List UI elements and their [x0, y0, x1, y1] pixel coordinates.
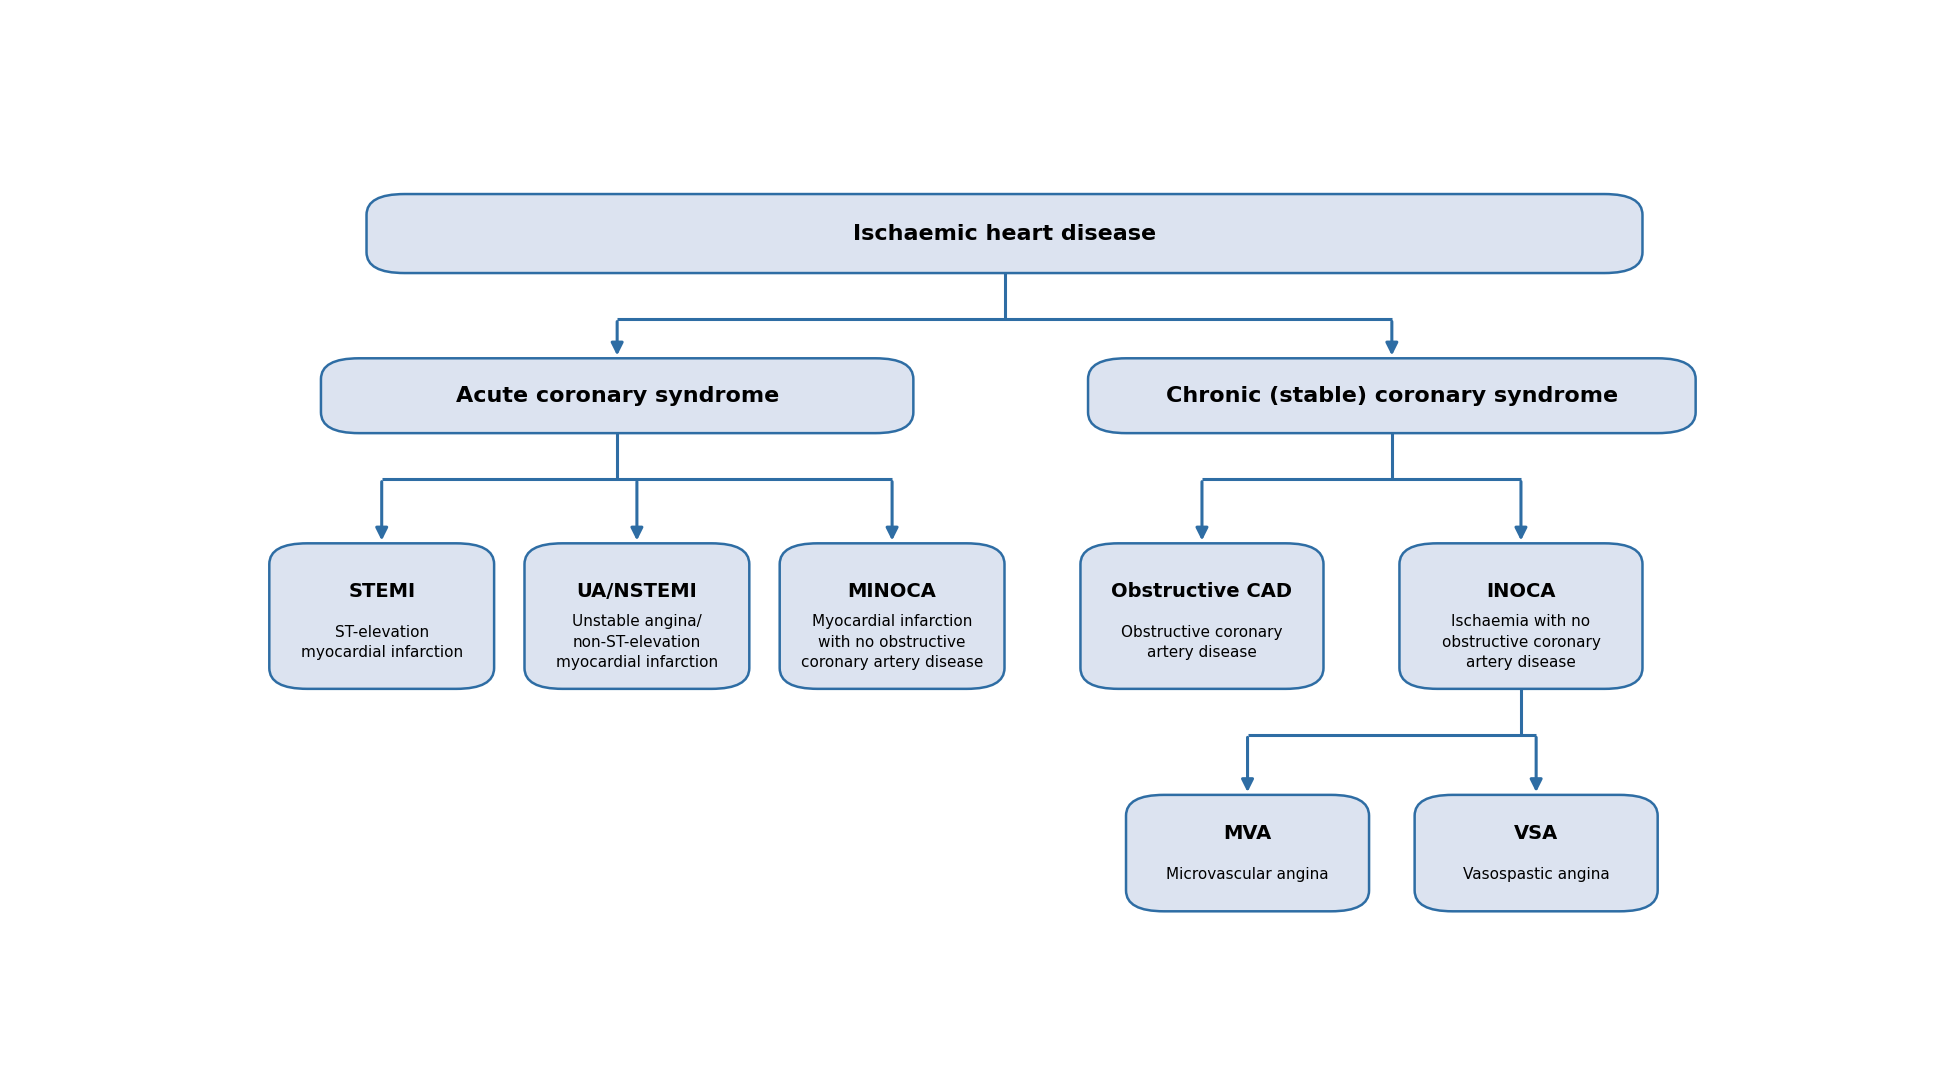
FancyBboxPatch shape: [1399, 543, 1642, 689]
Text: VSA: VSA: [1513, 824, 1558, 842]
FancyBboxPatch shape: [367, 194, 1642, 273]
Text: Obstructive coronary
artery disease: Obstructive coronary artery disease: [1121, 624, 1282, 660]
FancyBboxPatch shape: [525, 543, 749, 689]
Text: Unstable angina/
non-ST-elevation
myocardial infarction: Unstable angina/ non-ST-elevation myocar…: [557, 615, 717, 671]
FancyBboxPatch shape: [321, 359, 913, 433]
FancyBboxPatch shape: [1125, 795, 1370, 912]
Text: UA/NSTEMI: UA/NSTEMI: [576, 582, 698, 600]
FancyBboxPatch shape: [1080, 543, 1323, 689]
Text: MVA: MVA: [1223, 824, 1272, 842]
Text: MINOCA: MINOCA: [847, 582, 937, 600]
FancyBboxPatch shape: [780, 543, 1004, 689]
FancyBboxPatch shape: [1415, 795, 1658, 912]
Text: Chronic (stable) coronary syndrome: Chronic (stable) coronary syndrome: [1166, 386, 1617, 406]
Text: Ischaemic heart disease: Ischaemic heart disease: [853, 224, 1156, 244]
Text: STEMI: STEMI: [349, 582, 416, 600]
Text: Myocardial infarction
with no obstructive
coronary artery disease: Myocardial infarction with no obstructiv…: [802, 615, 984, 671]
Text: INOCA: INOCA: [1486, 582, 1556, 600]
Text: ST-elevation
myocardial infarction: ST-elevation myocardial infarction: [300, 624, 463, 660]
Text: Acute coronary syndrome: Acute coronary syndrome: [455, 386, 778, 406]
Text: Ischaemia with no
obstructive coronary
artery disease: Ischaemia with no obstructive coronary a…: [1441, 615, 1601, 671]
Text: Vasospastic angina: Vasospastic angina: [1462, 866, 1609, 881]
FancyBboxPatch shape: [1088, 359, 1695, 433]
FancyBboxPatch shape: [269, 543, 494, 689]
Text: Obstructive CAD: Obstructive CAD: [1111, 582, 1292, 600]
Text: Microvascular angina: Microvascular angina: [1166, 866, 1329, 881]
